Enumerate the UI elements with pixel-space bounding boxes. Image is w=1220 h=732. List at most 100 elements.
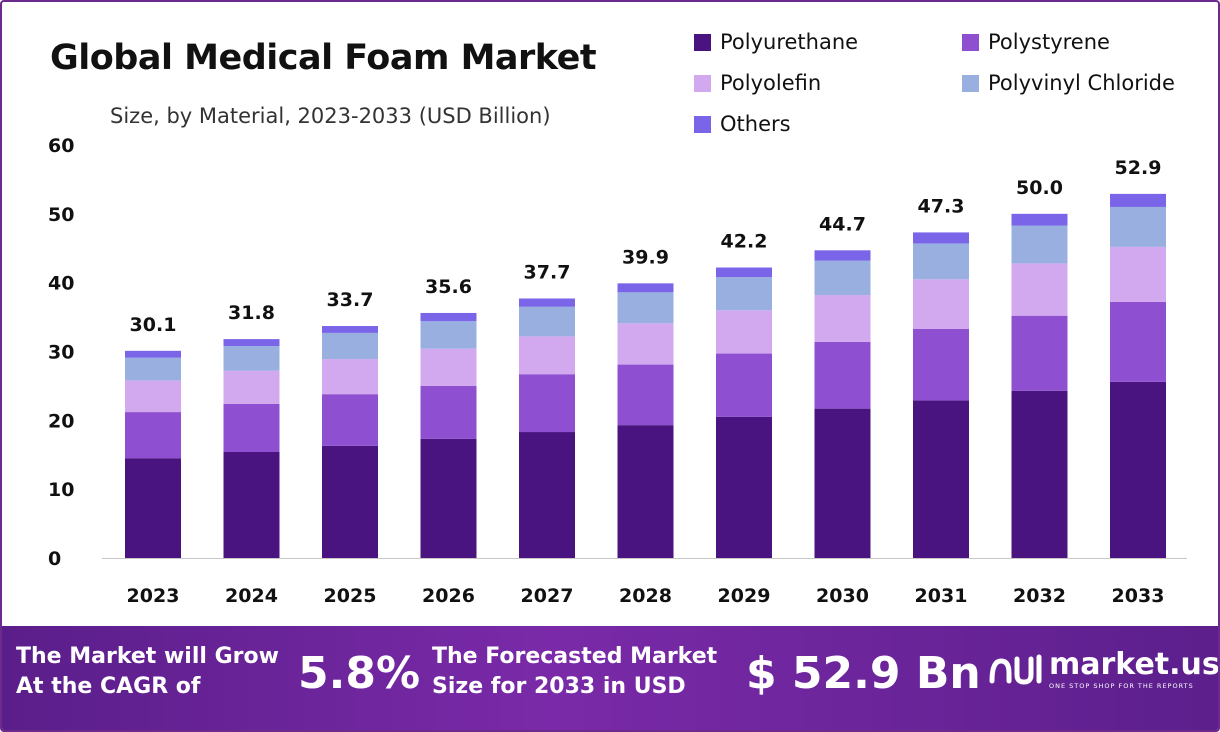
bar-segment-polyurethane: [322, 445, 378, 558]
legend-swatch-polyolefin: [694, 74, 711, 92]
x-tick-label: 2031: [915, 585, 968, 607]
bar-segment-polyurethane: [1110, 381, 1166, 558]
x-tick-label: 2023: [127, 585, 180, 607]
bar-segment-polyvinyl-chloride: [1110, 206, 1166, 247]
bar-segment-polyolefin: [125, 380, 181, 413]
bar-segment-polystyrene: [1110, 301, 1166, 382]
bar-segment-polyvinyl-chloride: [420, 321, 477, 349]
bar-segment-others: [1110, 193, 1166, 207]
legend-swatch-others: [694, 115, 711, 133]
logo-tagline: ONE STOP SHOP FOR THE REPORTS: [1049, 682, 1194, 690]
bar-segment-others: [223, 339, 280, 346]
bar-segment-polystyrene: [322, 394, 378, 446]
bar-total-label: 47.3: [918, 195, 965, 217]
forecast-caption-line2: Size for 2033 in USD: [432, 674, 686, 699]
bar-segment-polystyrene: [913, 328, 969, 401]
legend-label: Polyvinyl Chloride: [988, 71, 1175, 95]
bar-segment-others: [322, 326, 378, 333]
x-tick-label: 2030: [816, 585, 869, 607]
bar-segment-polyolefin: [322, 359, 378, 395]
cagr-caption-line2: At the CAGR of: [16, 674, 201, 699]
legend-item-polyvinyl-chloride: Polyvinyl Chloride: [962, 69, 1175, 97]
bar-segment-polyurethane: [913, 400, 969, 558]
bar-segment-polyurethane: [617, 425, 674, 558]
cagr-value: 5.8%: [298, 648, 421, 699]
bar-segment-polyolefin: [1110, 246, 1166, 302]
market-us-logo-icon: [989, 654, 1042, 685]
bar-segment-polyolefin: [1011, 263, 1068, 316]
y-tick-label: 10: [48, 479, 74, 501]
bar-segment-polyolefin: [420, 348, 477, 386]
summary-banner: The Market will Grow At the CAGR of 5.8%…: [2, 626, 1218, 730]
bar-segment-polystyrene: [519, 374, 575, 433]
y-tick-label: 50: [48, 204, 74, 226]
legend-label: Polyolefin: [720, 71, 822, 95]
forecast-caption-line1: The Forecasted Market: [432, 644, 718, 669]
legend-item-others: Others: [694, 110, 791, 138]
bar-segment-others: [814, 250, 871, 261]
bar-segment-polyurethane: [125, 458, 181, 558]
bar-segment-polyolefin: [913, 279, 969, 329]
x-tick-label: 2027: [521, 585, 574, 607]
bar-segment-polyvinyl-chloride: [125, 357, 181, 381]
legend-item-polyolefin: Polyolefin: [694, 69, 821, 97]
bar-segment-polyolefin: [814, 295, 871, 342]
bar-segment-others: [519, 298, 575, 307]
chart-title: Global Medical Foam Market: [50, 38, 597, 78]
bar-segment-polyolefin: [716, 310, 772, 354]
cagr-caption: The Market will Grow At the CAGR of: [16, 642, 279, 702]
y-tick-label: 40: [48, 273, 74, 295]
x-tick-label: 2029: [718, 585, 771, 607]
legend-item-polystyrene: Polystyrene: [962, 28, 1110, 56]
bar-segment-polyvinyl-chloride: [322, 332, 378, 360]
bar-segment-polyvinyl-chloride: [223, 345, 280, 371]
logo-name: market.us: [1049, 647, 1220, 682]
bar-segment-polyurethane: [223, 451, 280, 558]
x-tick-label: 2025: [324, 585, 377, 607]
bar-segment-polyurethane: [716, 416, 772, 558]
legend-label: Others: [720, 112, 791, 136]
bar-segment-polyvinyl-chloride: [1011, 225, 1068, 264]
bar-segment-polystyrene: [223, 403, 280, 452]
bar-total-label: 31.8: [228, 302, 275, 324]
bar-segment-others: [420, 312, 477, 322]
x-tick-label: 2033: [1112, 585, 1165, 607]
bar-total-label: 39.9: [622, 246, 669, 268]
legend-label: Polystyrene: [988, 30, 1110, 54]
logo-text-block: market.us ONE STOP SHOP FOR THE REPORTS: [1049, 647, 1220, 691]
forecast-caption: The Forecasted Market Size for 2033 in U…: [432, 642, 717, 702]
bar-segment-others: [1011, 213, 1068, 226]
bar-total-label: 50.0: [1016, 177, 1063, 199]
y-tick-label: 20: [48, 410, 74, 432]
bar-segment-others: [913, 232, 969, 244]
y-tick-label: 30: [48, 342, 74, 364]
bar-segment-polyvinyl-chloride: [716, 277, 772, 311]
market-us-logo: market.us ONE STOP SHOP FOR THE REPORTS: [987, 647, 1220, 691]
bar-segment-polyurethane: [519, 432, 575, 558]
bar-segment-polyurethane: [420, 438, 477, 558]
bar-segment-polyurethane: [814, 408, 871, 558]
bar-segment-polyvinyl-chloride: [519, 306, 575, 337]
x-tick-label: 2024: [225, 585, 278, 607]
x-tick-label: 2028: [619, 585, 672, 607]
legend-item-polyurethane: Polyurethane: [694, 28, 858, 56]
chart-subtitle: Size, by Material, 2023-2033 (USD Billio…: [110, 104, 551, 128]
bar-total-label: 35.6: [425, 276, 472, 298]
bar-total-label: 33.7: [327, 289, 374, 311]
legend-label: Polyurethane: [720, 30, 859, 54]
bar-total-label: 44.7: [819, 213, 866, 235]
bar-total-label: 30.1: [130, 314, 177, 336]
bar-chart: 010203040506030.1202331.8202433.7202535.…: [48, 135, 1187, 607]
bar-segment-polyurethane: [1011, 390, 1068, 558]
bar-segment-polystyrene: [814, 341, 871, 409]
cagr-caption-line1: The Market will Grow: [16, 644, 279, 669]
bar-segment-polystyrene: [716, 353, 772, 417]
x-tick-label: 2026: [422, 585, 475, 607]
bar-segment-polyvinyl-chloride: [814, 260, 871, 296]
bar-total-label: 37.7: [524, 261, 571, 283]
bar-segment-polystyrene: [420, 385, 477, 439]
bar-segment-polystyrene: [1011, 315, 1068, 391]
legend-swatch-polyurethane: [694, 33, 711, 51]
bar-total-label: 52.9: [1115, 157, 1162, 179]
